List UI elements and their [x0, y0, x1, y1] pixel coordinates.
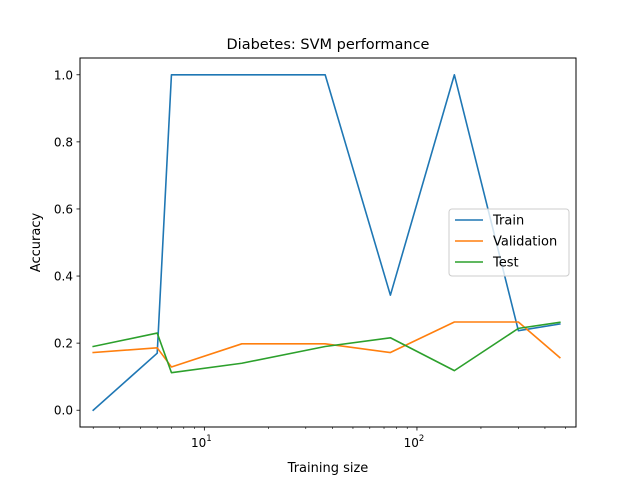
legend-label-test: Test — [492, 256, 519, 271]
legend: Train Validation Test — [448, 208, 570, 277]
series-line-validation — [92, 321, 561, 368]
y-tick-label: 0.0 — [54, 404, 73, 418]
y-axis-label: Accuracy — [29, 213, 44, 273]
legend-box — [448, 208, 570, 277]
legend-label-train: Train — [492, 214, 524, 229]
y-tick-label: 0.4 — [54, 270, 73, 284]
y-tick-label: 0.2 — [54, 337, 73, 351]
y-tick-label: 0.6 — [54, 202, 73, 216]
x-axis-label: Training size — [287, 461, 369, 476]
chart-title: Diabetes: SVM performance — [227, 37, 430, 53]
y-tick-label: 1.0 — [54, 68, 73, 82]
tick-layer: 0.0 0.2 0.4 0.6 0.8 1.0 101 102 — [54, 68, 566, 450]
legend-label-validation: Validation — [493, 235, 557, 250]
x-tick-label: 102 — [404, 434, 425, 450]
y-tick-label: 0.8 — [54, 135, 73, 149]
plot-frame — [79, 57, 577, 428]
x-tick-label: 101 — [191, 434, 212, 450]
series-line-test — [92, 321, 561, 374]
